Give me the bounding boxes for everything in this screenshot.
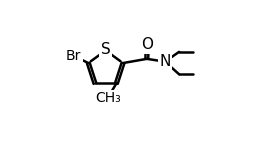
Text: CH₃: CH₃ xyxy=(95,91,121,105)
Text: S: S xyxy=(101,42,111,57)
Text: Br: Br xyxy=(66,49,81,63)
Text: O: O xyxy=(141,37,153,52)
Text: N: N xyxy=(159,54,171,69)
